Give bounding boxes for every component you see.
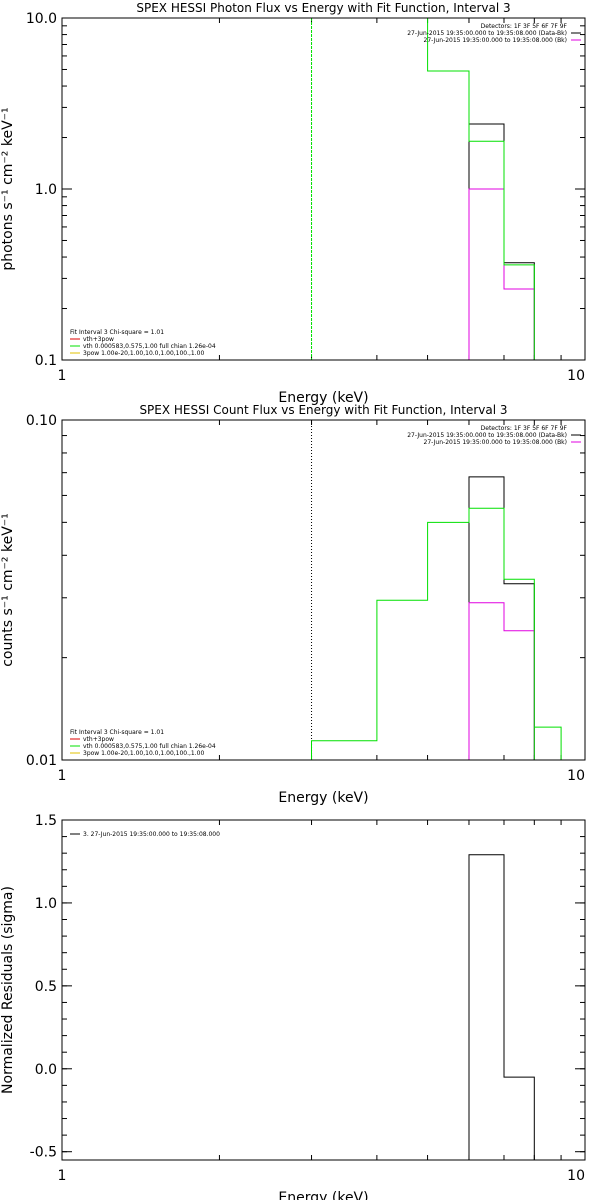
series-line-1 <box>468 476 535 760</box>
y-axis-label: photons s⁻¹ cm⁻² keV⁻¹ <box>0 107 16 270</box>
y-tick-label: 1.0 <box>35 182 57 198</box>
y-tick-label: 0.10 <box>26 413 57 429</box>
y-tick-label: 0.01 <box>26 753 57 769</box>
legend-bottom-entry: 3pow 1.00e-20,1.00,10.0,1.00,100.,1.00 <box>83 750 204 757</box>
chart-title: SPEX HESSI Photon Flux vs Energy with Fi… <box>136 1 510 15</box>
legend-bottom-entry: vth 0.000583,0.575,1.00 full chian 1.26e… <box>83 343 216 350</box>
x-tick-label: 10 <box>567 1168 585 1184</box>
legend-top-entry: 27-Jun-2015 19:35:00.000 to 19:35:08.000… <box>407 30 567 37</box>
series-line-2 <box>468 188 535 360</box>
plot-frame <box>61 819 586 1161</box>
y-tick-label: 10.0 <box>26 11 57 27</box>
x-tick-label: 1 <box>58 368 67 384</box>
legend-left-entry: 3. 27-Jun-2015 19:35:00.000 to 19:35:08.… <box>83 831 220 838</box>
series-line-3 <box>311 17 535 360</box>
panel-3: 1 10 -0.5 0.0 0.5 1.0 1.5 Energy (keV) Normalize… <box>0 813 586 1200</box>
series-line-1 <box>468 123 535 360</box>
panel-2: SPEX HESSI Count Flux vs Energy with Fit… <box>0 403 586 806</box>
legend-bottom-entry: vth 0.000583,0.575,1.00 full chian 1.26e… <box>83 743 216 750</box>
x-axis-label: Energy (keV) <box>278 390 368 406</box>
legend-bottom-entry: Fit Interval 3 Chi-square = 1.01 <box>70 729 164 736</box>
plot-frame <box>61 17 586 361</box>
legend-top-entry: Detectors: 1F 3F 5F 6F 7F 9F <box>481 425 568 432</box>
panel-1: SPEX HESSI Photon Flux vs Energy with Fi… <box>0 1 586 406</box>
legend-top-entry: 27-Jun-2015 19:35:00.000 to 19:35:08.000… <box>424 439 567 446</box>
y-tick-label: 0.1 <box>35 353 57 369</box>
legend-top-entry: 27-Jun-2015 19:35:00.000 to 19:35:08.000… <box>424 37 567 44</box>
series-line-3 <box>311 507 535 760</box>
legend-top-entry: 27-Jun-2015 19:35:00.000 to 19:35:08.000… <box>407 432 567 439</box>
plot-frame <box>61 419 586 761</box>
legend-top-entry: Detectors: 1F 3F 5F 6F 7F 9F <box>481 23 568 30</box>
legend-bottom-entry: 3pow 1.00e-20,1.00,10.0,1.00,100.,1.00 <box>83 350 204 357</box>
chart-title: SPEX HESSI Count Flux vs Energy with Fit… <box>139 403 507 417</box>
x-tick-label: 10 <box>567 768 585 784</box>
y-tick-label: 1.0 <box>35 896 57 912</box>
y-axis-label: counts s⁻¹ cm⁻² keV⁻¹ <box>0 513 16 667</box>
y-tick-label: 0.5 <box>35 979 57 995</box>
y-tick-label: 1.5 <box>35 813 57 829</box>
x-tick-label: 1 <box>58 768 67 784</box>
legend-bottom-entry: vth+3pow <box>83 336 114 343</box>
series-line-2 <box>468 602 535 760</box>
series-line-1 <box>468 854 535 1160</box>
y-tick-label: 0.0 <box>35 1062 57 1078</box>
y-axis-label: Normalized Residuals (sigma) <box>0 886 16 1094</box>
legend-bottom-entry: Fit Interval 3 Chi-square = 1.01 <box>70 329 164 336</box>
legend-bottom-entry: vth+3pow <box>83 736 114 743</box>
x-tick-label: 10 <box>567 368 585 384</box>
y-tick-label: -0.5 <box>30 1145 57 1161</box>
x-tick-label: 1 <box>58 1168 67 1184</box>
series-line-4 <box>534 726 562 760</box>
x-axis-label: Energy (keV) <box>278 1190 368 1200</box>
x-axis-label: Energy (keV) <box>278 790 368 806</box>
